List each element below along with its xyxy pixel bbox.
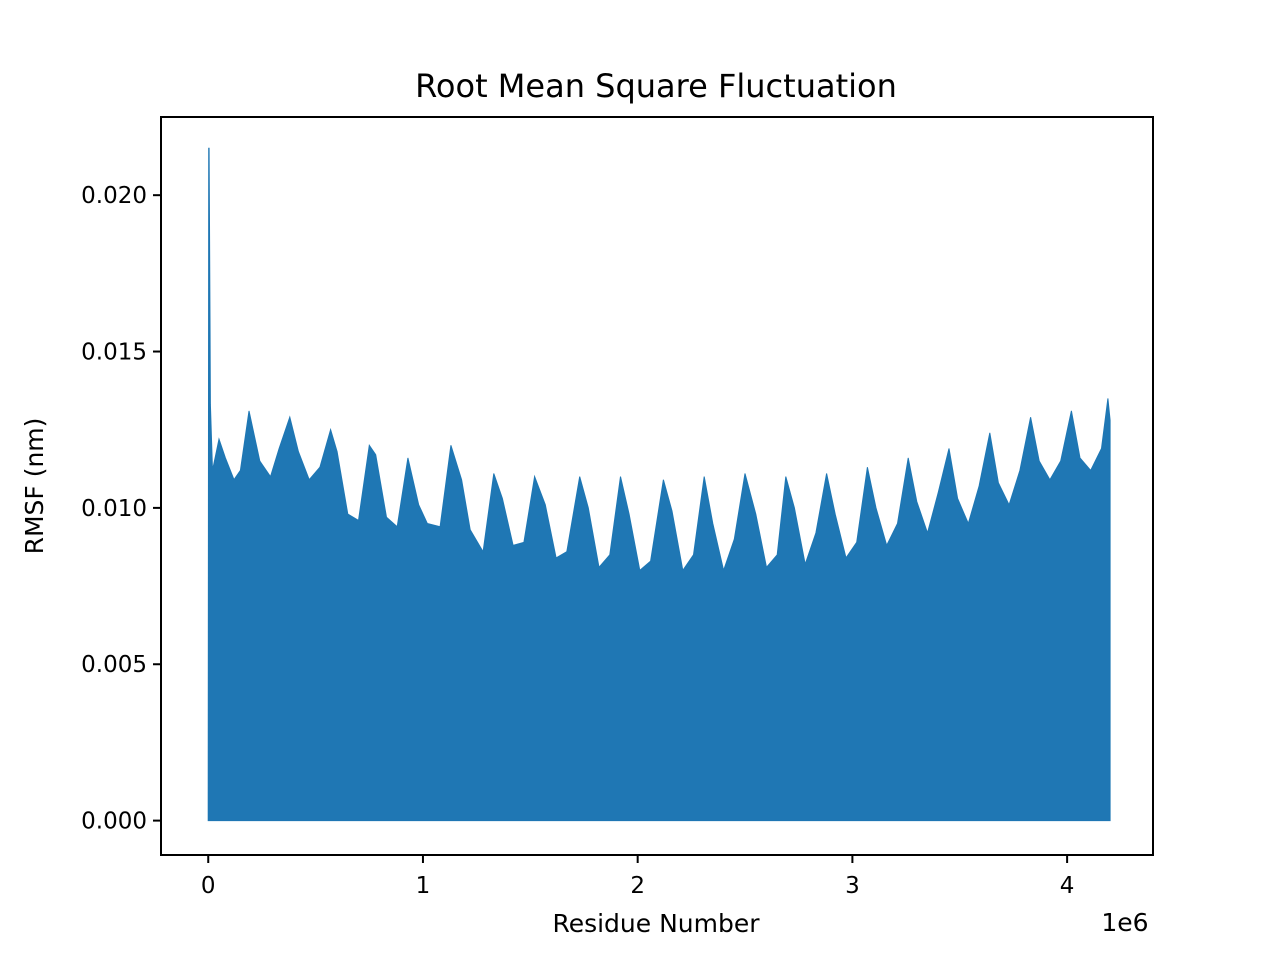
x-tick-label: 2 (630, 873, 645, 899)
chart-title: Root Mean Square Fluctuation (415, 67, 897, 105)
axes-frame (160, 116, 1154, 856)
y-tick-label: 0.000 (81, 809, 147, 835)
plot-area (207, 147, 1111, 822)
y-tick-label: 0.010 (81, 496, 147, 522)
x-tick-label: 3 (845, 873, 860, 899)
y-axis: 0.000 0.005 0.010 0.015 0.020 (81, 183, 161, 835)
x-tick-label: 4 (1060, 873, 1075, 899)
y-axis-label: RMSF (nm) (20, 418, 49, 555)
y-tick-label: 0.020 (81, 183, 147, 209)
x-axis: 0 1 2 3 4 (201, 855, 1075, 899)
x-offset-label: 1e6 (1101, 908, 1148, 937)
x-axis-label: Residue Number (552, 909, 760, 938)
y-tick-label: 0.015 (81, 340, 147, 366)
y-tick-label: 0.005 (81, 652, 147, 678)
x-tick-label: 0 (201, 873, 216, 899)
x-tick-label: 1 (416, 873, 431, 899)
rmsf-area-series-0 (207, 147, 1111, 822)
